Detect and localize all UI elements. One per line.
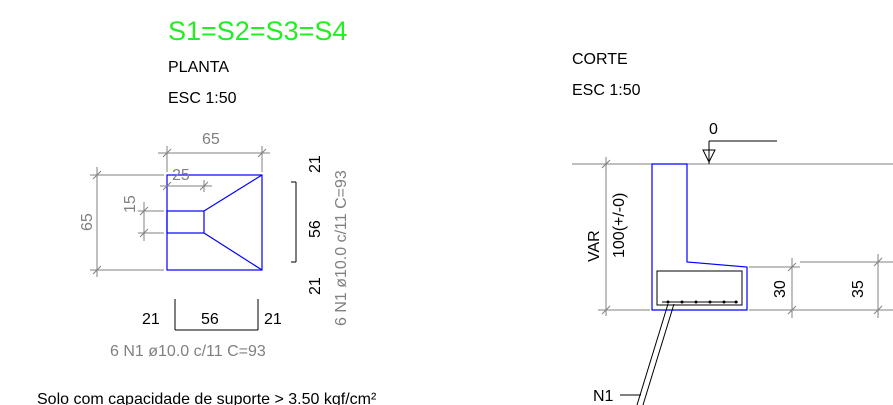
dim-bottom-b-label: 56	[201, 311, 219, 328]
var-value-label: 100(+/-0)	[611, 193, 628, 258]
dim-left-inner-label: 15	[122, 195, 139, 213]
dim-top-inner: 25	[160, 167, 212, 192]
footing-outline	[166, 174, 263, 271]
dim-top-inner-label: 25	[172, 167, 190, 184]
level-label: 0	[709, 121, 718, 138]
dim-right-b-label: 56	[307, 220, 324, 238]
section-label: CORTE	[572, 51, 628, 68]
dim-bottom-c-label: 21	[264, 311, 282, 328]
drawing-title: S1=S2=S3=S4	[168, 16, 347, 46]
dim-left-inner: 15	[122, 195, 164, 241]
slope-line-bottom	[203, 232, 263, 271]
soil-note: Solo com capacidade de suporte > 3.50 kg…	[37, 391, 377, 405]
plan-scale: ESC 1:50	[168, 90, 237, 107]
dim-left-height-label: 65	[79, 213, 96, 231]
section-scale: ESC 1:50	[572, 82, 641, 99]
dim-right-c-label: 21	[307, 277, 324, 295]
plan-label: PLANTA	[168, 59, 229, 76]
plan-view: 65 25 65 15	[79, 131, 350, 360]
dim-top-width: 65	[158, 131, 270, 172]
dim-bottom-a-label: 21	[142, 311, 160, 328]
rebar-dots	[662, 300, 738, 304]
dim-top-width-label: 65	[202, 131, 220, 148]
rebar-cage	[656, 270, 743, 306]
bar-label: N1	[593, 388, 614, 405]
dim-35-label: 35	[850, 280, 867, 298]
level-marker: 0	[702, 121, 777, 164]
var-label: VAR	[586, 230, 603, 262]
rebar-bottom-label: 6 N1 ø10.0 c/11 C=93	[110, 343, 266, 360]
dim-left-height: 65	[79, 167, 164, 277]
slope-line-top	[203, 174, 263, 212]
dim-35: 35	[800, 254, 893, 318]
dim-right-a-label: 21	[307, 155, 324, 173]
dim-bottom-rebar: 21 56 21	[142, 299, 282, 331]
section-view: 0 N1 VAR 100(+/-0)	[572, 121, 893, 405]
dim-30-label: 30	[772, 280, 789, 298]
dim-30: 30	[749, 258, 800, 318]
column-outline	[166, 210, 205, 234]
rebar-side-label: 6 N1 ø10.0 c/11 C=93	[333, 170, 350, 326]
dim-right-rebar: 21 56 21	[291, 155, 324, 295]
bar-leader: N1	[593, 303, 675, 405]
dim-var: VAR 100(+/-0)	[586, 157, 650, 316]
section-concrete-outline	[651, 163, 748, 311]
